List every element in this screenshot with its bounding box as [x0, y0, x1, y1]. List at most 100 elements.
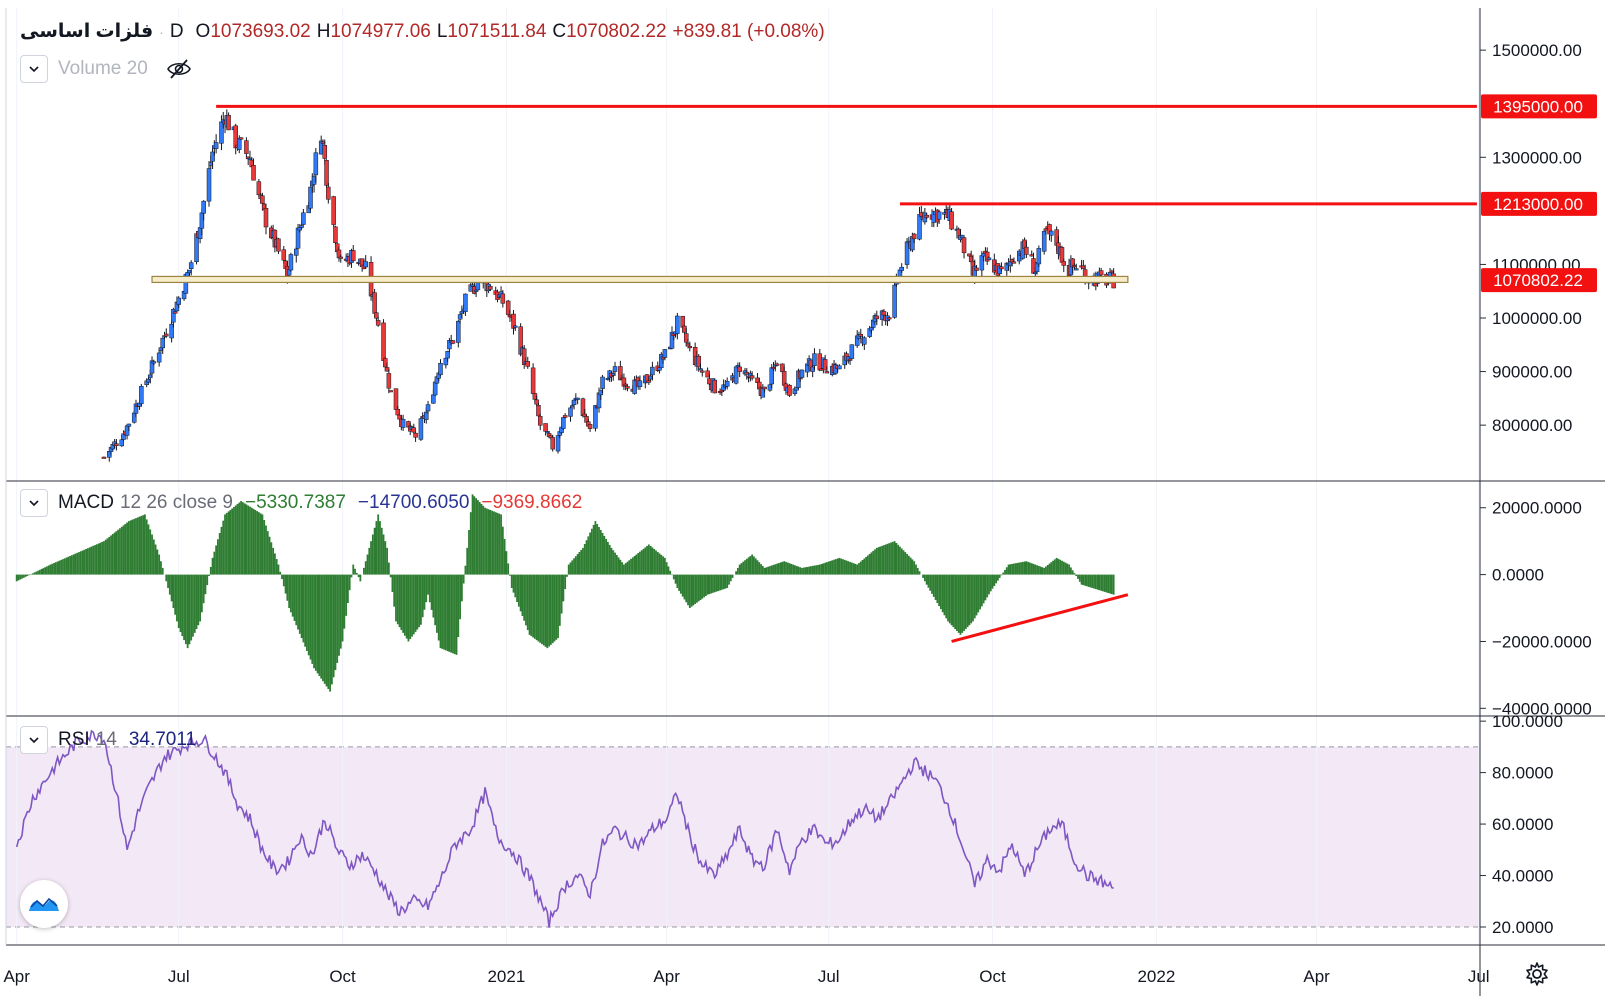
macd-hist-bar — [767, 567, 769, 575]
macd-hist-bar — [1065, 563, 1067, 575]
macd-hist-bar — [441, 575, 443, 649]
macd-hist-bar — [1054, 559, 1056, 574]
candle-body — [207, 169, 211, 202]
macd-hist-bar — [719, 575, 721, 591]
macd-hist-bar — [1013, 564, 1015, 575]
macd-hist-bar — [983, 575, 985, 604]
macd-hist-bar — [929, 575, 931, 591]
macd-hist-bar — [673, 575, 675, 580]
rsi-collapse-button[interactable] — [20, 726, 48, 754]
macd-hist-bar — [605, 539, 607, 575]
macd-hist-bar — [783, 561, 785, 574]
candle-body — [576, 398, 580, 400]
candle-body — [177, 298, 181, 304]
interval-label[interactable]: D — [170, 21, 184, 43]
macd-hist-bar — [283, 575, 285, 587]
volume-collapse-button[interactable] — [20, 55, 48, 83]
macd-signal-value: −14700.6050 — [358, 492, 469, 514]
candle-body — [638, 381, 642, 387]
macd-hist-bar — [116, 531, 118, 574]
x-tick-label: Apr — [653, 967, 680, 986]
macd-hist-bar — [619, 560, 621, 575]
macd-hist-bar — [66, 558, 68, 575]
macd-hist-bar — [828, 562, 830, 575]
candle-body — [164, 334, 168, 336]
macd-hist-bar — [742, 562, 744, 575]
macd-hist-bar — [664, 558, 666, 575]
macd-hist-bar — [89, 547, 91, 574]
macd-hist-bar — [516, 575, 518, 602]
macd-hist-bar — [172, 575, 174, 608]
macd-hist-bar — [1097, 575, 1099, 590]
macd-hist-bar — [696, 575, 698, 603]
candle-body — [561, 417, 565, 428]
candle — [588, 424, 592, 432]
macd-hist-bar — [603, 536, 605, 575]
macd-hist-bar — [635, 555, 637, 575]
macd-hist-bar — [502, 527, 504, 575]
candle-body — [227, 115, 231, 130]
macd-hist-bar — [538, 575, 540, 642]
macd-hist-bar — [796, 566, 798, 575]
candle-body — [161, 338, 165, 348]
macd-hist-bar — [739, 565, 741, 575]
tradingview-logo-button[interactable] — [20, 880, 68, 928]
macd-hist-bar — [505, 551, 507, 574]
high-label: H — [317, 21, 331, 42]
macd-hist-bar — [940, 575, 942, 610]
macd-hist-bar — [263, 520, 265, 575]
macd-hist-bar — [153, 540, 155, 575]
macd-hist-bar — [945, 575, 947, 619]
macd-hist-bar — [548, 575, 550, 647]
macd-hist-bar — [949, 575, 951, 624]
macd-hist-bar — [374, 528, 376, 575]
macd-hist-bar — [790, 564, 792, 575]
macd-hist-bar — [760, 564, 762, 575]
macd-hist-bar — [253, 509, 255, 575]
macd-hist-bar — [440, 575, 442, 649]
macd-hist-bar — [835, 559, 837, 574]
candle-body — [1012, 262, 1016, 264]
macd-hist-bar — [338, 575, 340, 656]
macd-hist-bar — [210, 567, 212, 575]
macd-collapse-button[interactable] — [20, 489, 48, 517]
macd-hist-bar — [258, 512, 260, 574]
candle-body — [513, 326, 517, 328]
macd-hist-bar — [931, 575, 933, 594]
macd-hist-bar — [650, 546, 652, 575]
macd-hist-bar — [596, 524, 598, 575]
symbol-title[interactable]: فلزات اساسی — [20, 20, 153, 43]
macd-hist-bar — [890, 543, 892, 575]
macd-name[interactable]: MACD — [58, 492, 114, 514]
candle-body — [214, 142, 218, 148]
macd-hist-bar — [822, 563, 824, 574]
macd-hist-bar — [708, 575, 710, 594]
macd-hist-bar — [776, 564, 778, 575]
macd-hist-bar — [260, 513, 262, 574]
gear-icon[interactable] — [1524, 961, 1550, 987]
candle-body — [173, 312, 177, 314]
macd-hist-bar — [468, 530, 470, 575]
macd-hist-bar — [288, 575, 290, 608]
macd-hist-bar — [703, 575, 705, 598]
high-value: 1074977.06 — [330, 21, 430, 42]
macd-hist-bar — [1002, 573, 1004, 575]
macd-hist-bar — [568, 565, 570, 575]
volume-legend: Volume 20 — [20, 55, 192, 83]
candle-body — [314, 153, 318, 175]
macd-hist-bar — [712, 575, 714, 593]
macd-hist-bar — [721, 575, 723, 590]
macd-hist-bar — [489, 510, 491, 575]
macd-hist-bar — [190, 575, 192, 641]
volume-hide-button[interactable] — [166, 58, 192, 80]
macd-hist-bar — [748, 557, 750, 574]
macd-hist-bar — [954, 575, 956, 629]
macd-hist-bar — [169, 575, 171, 595]
macd-hist-bar — [274, 553, 276, 574]
macd-hist-bar — [609, 545, 611, 575]
macd-hist-bar — [520, 575, 522, 612]
macd-hist-bar — [892, 542, 894, 575]
rsi-name[interactable]: RSI — [58, 729, 90, 751]
macd-hist-bar — [117, 530, 119, 575]
